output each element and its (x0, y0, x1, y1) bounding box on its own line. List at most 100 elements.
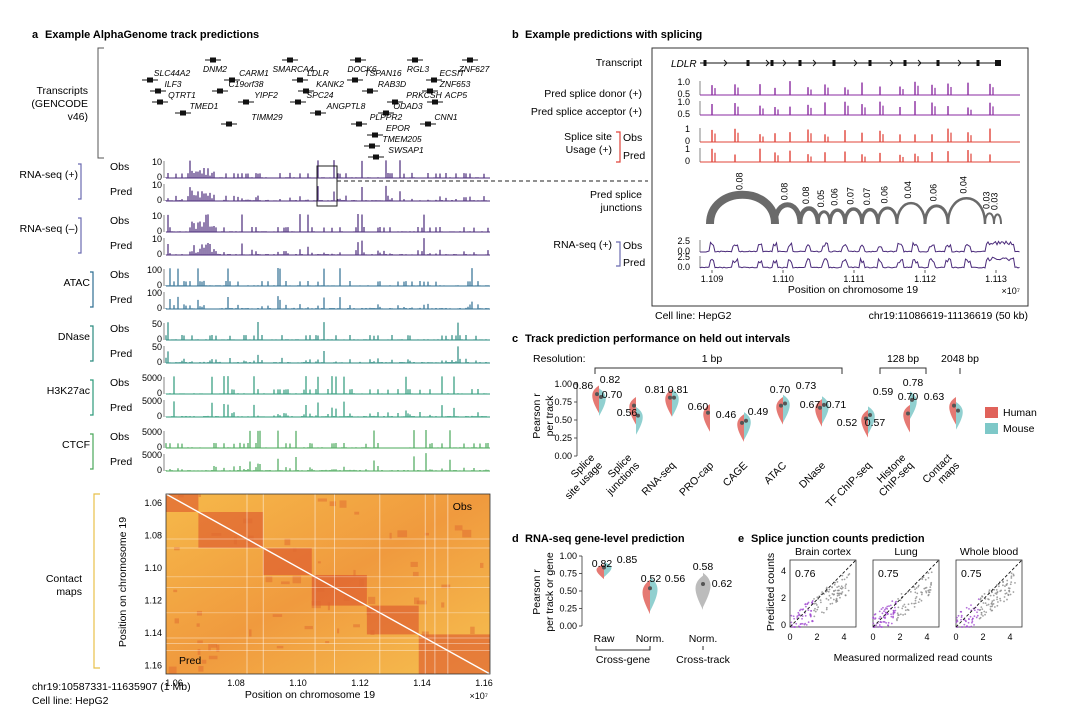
e-point (976, 611, 978, 614)
assay-label: H3K27ac (47, 385, 90, 397)
junction-arc (706, 190, 779, 225)
pred-label: Pred (110, 294, 132, 306)
e-point (897, 598, 900, 600)
obs-label: Obs (110, 215, 129, 227)
c-xlabel: CAGE (721, 460, 751, 490)
gene-label: DOCK6 (347, 64, 377, 74)
e-point (817, 606, 820, 609)
e-point (927, 572, 930, 575)
e-point (895, 618, 898, 620)
e-point (928, 591, 930, 594)
gene-exon (217, 88, 223, 94)
e-point (894, 606, 896, 609)
ytick-top: 100 (147, 288, 162, 298)
e-point (924, 578, 927, 581)
strand-arrow (917, 59, 922, 67)
gene-exon (427, 88, 433, 94)
ytick-zero: 0 (157, 388, 162, 398)
e-point (960, 616, 963, 618)
gene-exon (373, 154, 379, 160)
contact-speckle (359, 579, 364, 587)
c-value-label: 0.70 (770, 384, 791, 396)
e-point (925, 590, 927, 593)
res-2048bp-label: 2048 bp (941, 353, 979, 365)
e-point (980, 611, 983, 614)
d-median (602, 565, 606, 570)
human-median (779, 403, 783, 408)
e-identity-line (872, 559, 940, 628)
contact-map (165, 493, 491, 675)
contact-pred-label: Pred (179, 655, 201, 667)
e-point (890, 622, 893, 625)
e-point (985, 611, 988, 614)
e-point (892, 609, 895, 612)
e-point (845, 583, 847, 586)
strand-arrow (957, 59, 962, 67)
e-point (881, 612, 884, 615)
gene-exon (287, 57, 293, 63)
e-point (925, 591, 928, 594)
panel-c-title: Track prediction performance on held out… (525, 333, 790, 345)
e-r-value: 0.76 (795, 568, 816, 580)
e-point (969, 615, 972, 618)
gene-label: ILF3 (164, 79, 181, 89)
contact-speckle (168, 666, 177, 674)
contact-ytick: 1.12 (144, 596, 162, 606)
gene-label: LDLR (307, 68, 329, 78)
contact-multiplier: ×10⁷ (469, 691, 488, 701)
c-value-label: 0.70 (602, 389, 623, 401)
c-ytick: 0.75 (554, 397, 572, 407)
e-point (988, 589, 991, 592)
res-128bp-bracket (879, 367, 927, 374)
ytick-zero: 0 (157, 226, 162, 236)
e-point (915, 587, 918, 589)
e-xtick: 0 (787, 632, 792, 642)
b-rna-label: RNA-seq (+) (553, 239, 612, 251)
junction-value: 0.08 (801, 187, 811, 205)
e-point (887, 621, 890, 624)
acceptor-ytick-mid: 0.5 (677, 109, 690, 119)
e-frame (789, 559, 857, 628)
e-point (801, 608, 804, 611)
strand-arrow (812, 59, 817, 67)
e-point (836, 586, 839, 589)
e-point (814, 610, 817, 613)
contact-speckle (198, 494, 202, 497)
e-xtick: 4 (1007, 632, 1012, 642)
e-point (835, 597, 838, 600)
e-point (977, 608, 979, 611)
c-value-label: 0.82 (600, 374, 621, 386)
e-point (833, 593, 836, 596)
contact-speckle (210, 644, 217, 648)
e-point (983, 610, 986, 613)
human-median (706, 410, 710, 415)
c-value-label: 0.67 (800, 399, 821, 411)
e-point (888, 605, 890, 607)
e-point (821, 591, 824, 594)
contact-ytick: 1.06 (144, 498, 162, 508)
e-point (843, 578, 846, 581)
junction-arc (923, 204, 950, 225)
e-point (976, 614, 979, 617)
e-point (821, 611, 823, 614)
e-point (965, 606, 968, 609)
d-ylabel-1: Pearson r (531, 569, 543, 615)
ldlr-exon (936, 60, 940, 66)
gene-exon (392, 99, 398, 105)
contact-speckle (174, 618, 180, 624)
b-xtick: 1.109 (701, 274, 724, 284)
e-point (807, 609, 810, 612)
legend-human-swatch (985, 407, 998, 418)
e-point (956, 616, 958, 619)
panel-a: a Example AlphaGenome track predictions … (19, 29, 648, 707)
panel-c: c Track prediction performance on held o… (512, 333, 1037, 510)
contact-bracket (93, 493, 100, 669)
junction-arc (876, 206, 899, 225)
d-ylabel-2: per track or gene (544, 552, 556, 632)
track-signal (165, 401, 489, 417)
junction-value: 0.08 (735, 172, 745, 190)
contact-label-2: maps (56, 586, 82, 598)
e-point (992, 602, 995, 605)
e-point (883, 610, 885, 613)
